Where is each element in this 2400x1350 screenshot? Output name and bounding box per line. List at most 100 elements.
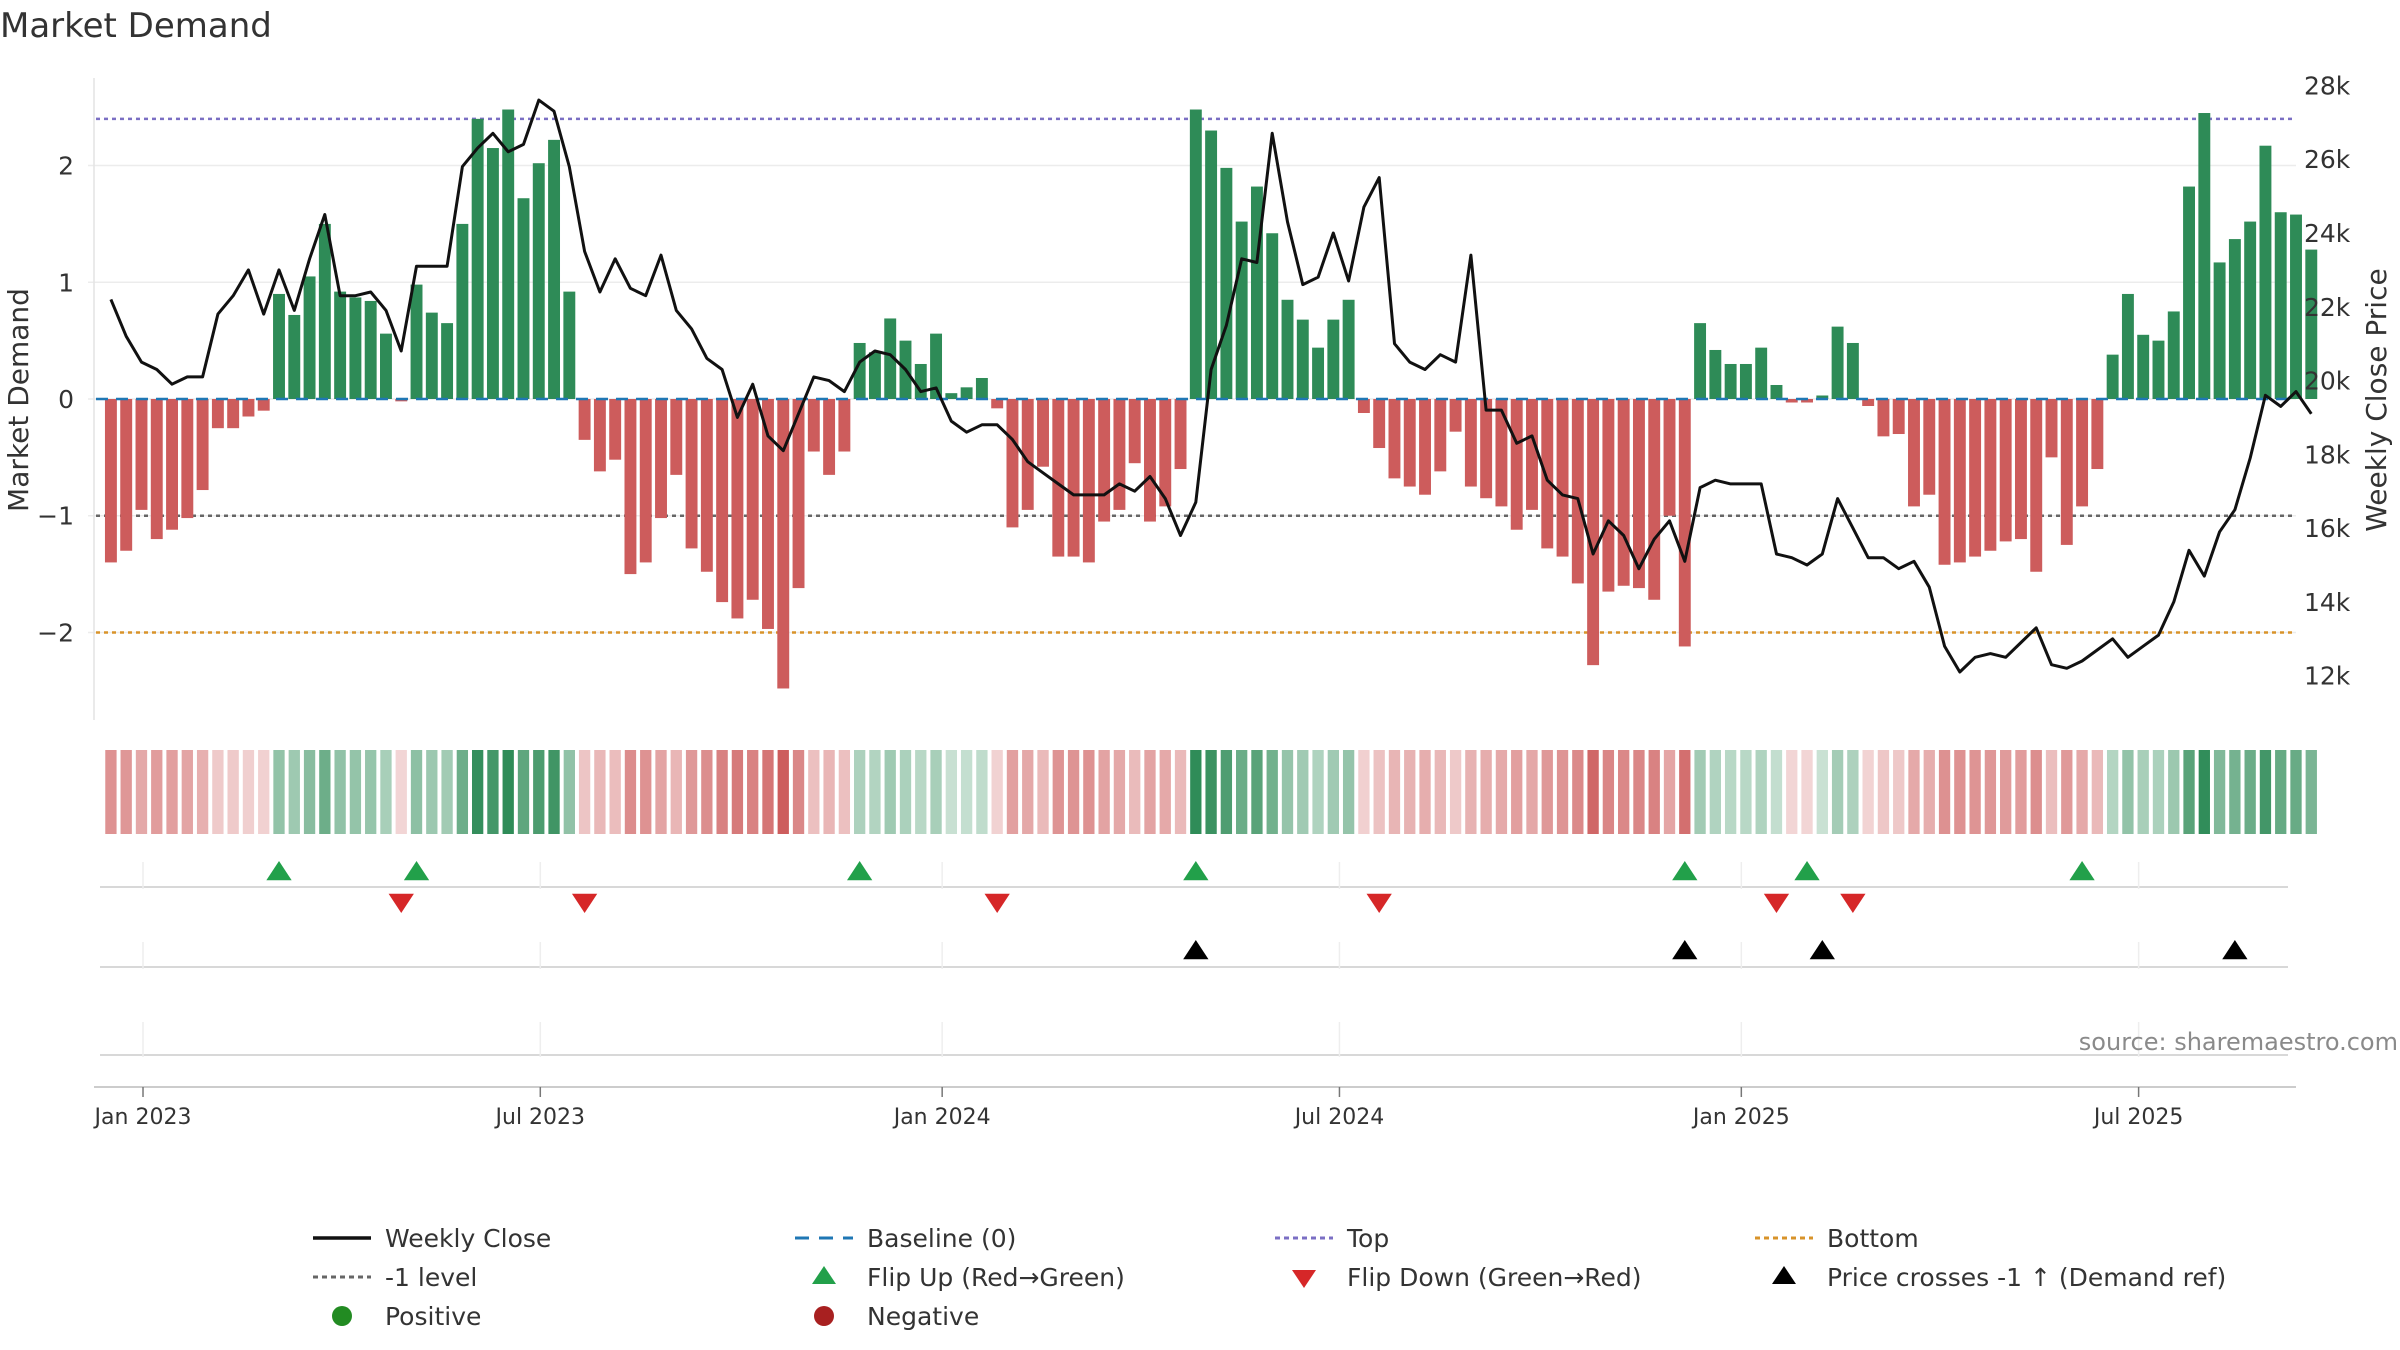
heat-cell [1083,750,1095,834]
heat-cell [2275,750,2287,834]
heat-cell [960,750,973,834]
y2-tick-label: 16k [2304,514,2351,543]
heat-cell [471,750,484,834]
demand-bar [1281,299,1294,399]
demand-bar [211,399,224,429]
demand-bar [700,399,713,572]
demand-bar [1953,399,1966,563]
y2-tick-label: 26k [2304,145,2351,174]
flip-up-marker [266,861,292,881]
demand-bar [853,342,866,399]
legend-label-flipup: Flip Up (Red→Green) [867,1263,1125,1292]
heat-cell [2213,750,2226,834]
x-tick-label: Jan 2023 [93,1105,192,1130]
demand-bar [2137,334,2150,399]
heat-cell [2137,750,2149,834]
heat-cell [2122,750,2134,834]
demand-bar [410,284,423,399]
demand-bar [273,293,285,399]
y-tick-label: −2 [37,618,74,647]
heat-cell [1006,750,1019,834]
flip-up-marker [2069,861,2095,881]
heat-cell [1449,750,1462,834]
demand-bar [471,118,484,399]
demand-bar [1602,399,1615,592]
y-tick-label: 2 [58,152,74,181]
heat-cell [762,750,774,834]
price-cross-marker [1809,940,1835,960]
flip-down-marker [984,893,1010,913]
demand-bar [1128,399,1141,464]
heat-cell [1266,750,1278,834]
heat-cell [1419,750,1431,834]
heat-cell [517,750,530,834]
y-axis-label: Market Demand [2,288,35,512]
demand-bar [1587,399,1600,666]
demand-bar [1495,399,1508,507]
demand-bar [1235,221,1248,399]
x-axis-ticks: Jan 2023 Jul 2023 Jan 2024 Jul 2024 Jan 2025… [93,1086,2296,1130]
weekly-close-line [109,98,2313,674]
heat-cell [2045,750,2058,834]
heat-cell [1770,750,1783,834]
heat-cell [1037,750,1049,834]
heat-cell [1526,750,1538,834]
legend-label-negative: Negative [867,1302,979,1331]
demand-bar [823,399,836,475]
legend-swatch-cross [1772,1266,1796,1284]
heat-cell [1022,750,1034,834]
heat-cell [487,750,499,834]
demand-bar [303,276,316,399]
demand-bar [1801,399,1813,403]
demand-bar [1021,399,1034,510]
demand-bar [2259,145,2272,399]
demand-bar [2060,399,2073,545]
price-cross-marker [2222,940,2248,960]
heat-cell [2030,750,2042,834]
demand-bar [2121,293,2134,399]
heat-cell [2061,750,2073,834]
demand-bar [1205,130,1218,399]
heat-cell [915,750,927,834]
demand-bar [2076,399,2089,507]
heat-cell [869,750,881,834]
flip-down-marker [1763,893,1790,913]
demand-bar [1785,399,1798,403]
y-tick-label: 1 [58,268,74,297]
y2-axis-label: Weekly Close Price [2360,268,2393,531]
demand-bar [2305,249,2318,399]
flip-up-marker [403,861,430,881]
demand-bar [1266,233,1279,399]
heat-cell [1251,750,1263,834]
y2-axis-ticks: 28k 26k 24k 22k 20k 18k 16k 14k 12k [2304,71,2351,690]
heat-cell [1633,750,1645,834]
heat-cell [1755,750,1767,834]
heat-cell [747,750,759,834]
heat-cell [1144,750,1156,834]
flip-up-marker [1794,861,1820,881]
heat-cell [685,750,698,834]
y-axis-ticks: 2 1 0 −1 −2 [37,152,74,648]
demand-bar [2198,113,2211,399]
heat-cell [196,750,209,834]
heat-cell [1923,750,1935,834]
heat-cell [288,750,300,834]
heat-cell [1052,750,1064,834]
legend-swatch-flipup [812,1266,836,1284]
flip-down-marker [1840,893,1866,913]
demand-bar [120,399,133,551]
demand-bar [257,399,270,411]
demand-bar [334,291,347,399]
heat-cell [945,750,957,834]
demand-bar [1373,399,1386,449]
demand-bar [2213,262,2226,399]
demand-bar [1388,399,1401,479]
legend-label-positive: Positive [385,1302,481,1331]
heat-cell [105,750,117,834]
heat-cell [319,750,331,834]
heat-cell [1236,750,1248,834]
y2-tick-label: 14k [2304,588,2351,617]
demand-bar [502,109,515,400]
demand-bar [441,323,454,399]
event-panels [100,861,2288,1057]
